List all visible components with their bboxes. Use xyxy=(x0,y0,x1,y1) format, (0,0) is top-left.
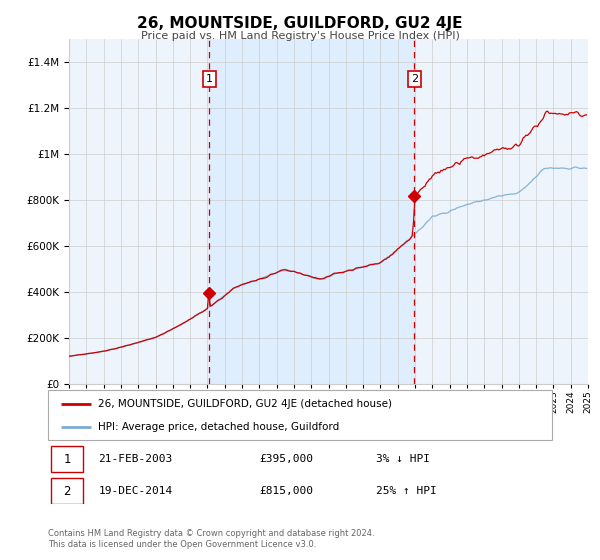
Text: 25% ↑ HPI: 25% ↑ HPI xyxy=(376,486,436,496)
Bar xyxy=(209,39,415,384)
Text: £815,000: £815,000 xyxy=(260,486,314,496)
Text: HPI: Average price, detached house, Guildford: HPI: Average price, detached house, Guil… xyxy=(98,422,340,432)
Text: 26, MOUNTSIDE, GUILDFORD, GU2 4JE (detached house): 26, MOUNTSIDE, GUILDFORD, GU2 4JE (detac… xyxy=(98,399,392,409)
Text: 2: 2 xyxy=(64,484,71,498)
Text: 1: 1 xyxy=(64,453,71,466)
Text: Contains HM Land Registry data © Crown copyright and database right 2024.
This d: Contains HM Land Registry data © Crown c… xyxy=(48,529,374,549)
FancyBboxPatch shape xyxy=(50,478,83,504)
Text: 1: 1 xyxy=(206,74,213,84)
Text: 2: 2 xyxy=(411,74,418,84)
Text: £395,000: £395,000 xyxy=(260,454,314,464)
Text: 21-FEB-2003: 21-FEB-2003 xyxy=(98,454,173,464)
Text: 3% ↓ HPI: 3% ↓ HPI xyxy=(376,454,430,464)
Text: 19-DEC-2014: 19-DEC-2014 xyxy=(98,486,173,496)
FancyBboxPatch shape xyxy=(48,390,552,440)
FancyBboxPatch shape xyxy=(50,446,83,472)
Text: Price paid vs. HM Land Registry's House Price Index (HPI): Price paid vs. HM Land Registry's House … xyxy=(140,31,460,41)
Text: 26, MOUNTSIDE, GUILDFORD, GU2 4JE: 26, MOUNTSIDE, GUILDFORD, GU2 4JE xyxy=(137,16,463,31)
